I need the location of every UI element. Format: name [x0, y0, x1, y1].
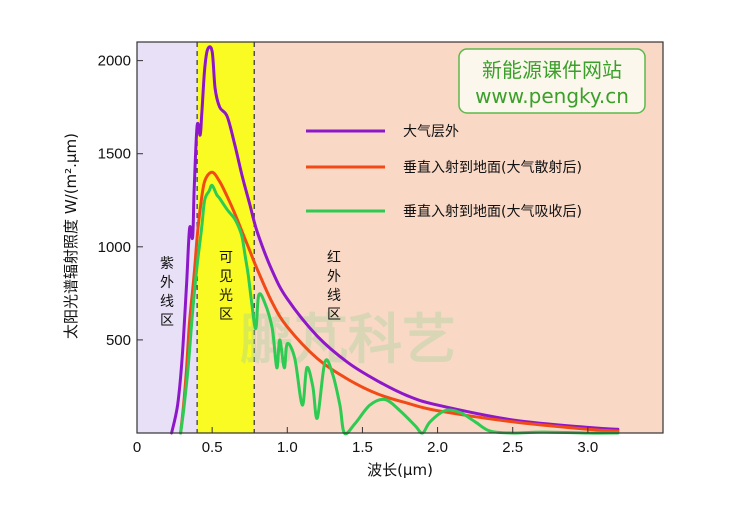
- watermark-line2: www.pengky.cn: [475, 84, 629, 108]
- y-tick-label-3: 2000: [98, 53, 131, 70]
- plot-frame: [136, 41, 664, 434]
- x-tick-label-1: 0.5: [202, 439, 223, 456]
- region-labels: 紫外线区 可见光区 红外线区: [160, 250, 341, 329]
- y-tick-label-0: 500: [106, 332, 131, 349]
- series-layer: [170, 45, 620, 436]
- legend-label-1: 垂直入射到地面(大气散射后): [403, 159, 582, 176]
- x-tick-label-4: 2.0: [427, 439, 448, 456]
- y-tick-label-2: 1500: [98, 146, 131, 163]
- y-axis-ticks: 500 1000 1500 2000: [98, 53, 143, 349]
- series-line-0: [170, 45, 620, 435]
- x-tick-label-3: 1.5: [352, 439, 373, 456]
- legend-label-0: 大气层外: [403, 124, 459, 140]
- region-label-2: 红外线区: [327, 250, 341, 323]
- y-tick-label-1: 1000: [98, 239, 131, 256]
- watermark-line1: 新能源课件网站: [482, 58, 622, 82]
- x-axis-ticks: 0 0.5 1.0 1.5 2.0 2.5 3.0: [133, 427, 598, 456]
- x-axis-label: 波长(μm): [367, 461, 433, 479]
- x-tick-label-5: 2.5: [502, 439, 523, 456]
- x-tick-label-0: 0: [133, 439, 141, 456]
- region-boundaries: [196, 42, 255, 433]
- region-label-1: 可见光区: [219, 250, 233, 323]
- x-tick-label-6: 3.0: [577, 439, 598, 456]
- region-label-0: 紫外线区: [160, 256, 174, 329]
- y-axis-label: 太阳光谱辐射照度 W/(m².μm): [62, 133, 80, 339]
- series-line-2: [179, 183, 620, 436]
- watermark-box: [458, 48, 646, 114]
- legend-label-2: 垂直入射到地面(大气吸收后): [403, 203, 582, 220]
- x-tick-label-2: 1.0: [277, 439, 298, 456]
